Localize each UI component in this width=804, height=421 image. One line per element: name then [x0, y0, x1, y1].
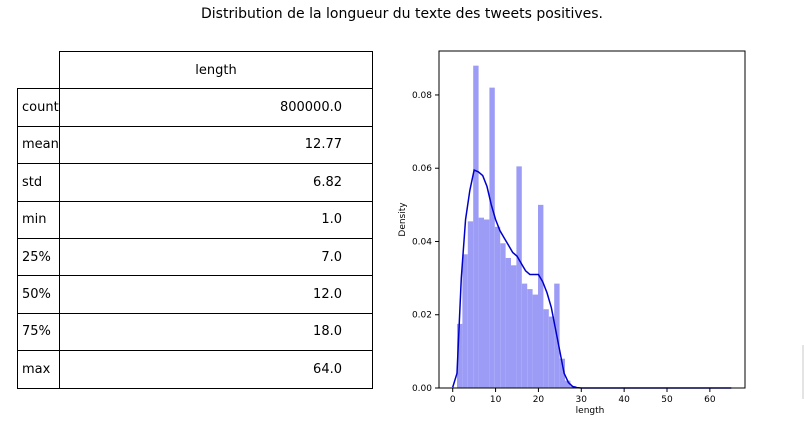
histogram-bar — [505, 257, 511, 388]
histogram-bar — [521, 283, 528, 388]
row-value: 64.0 — [59, 350, 373, 389]
row-label: count — [17, 88, 60, 127]
x-tick-label: 50 — [661, 395, 673, 405]
table-row: max 64.0 — [17, 350, 373, 389]
row-label: min — [17, 200, 60, 239]
row-value: 18.0 — [59, 312, 373, 352]
histogram-bar — [457, 323, 463, 388]
histogram-bar — [516, 166, 522, 388]
table-header-row: length — [17, 50, 373, 90]
row-value: 1.0 — [59, 200, 373, 239]
row-label: 50% — [17, 275, 60, 314]
y-tick-label: 0.06 — [412, 164, 432, 174]
x-tick-label: 60 — [704, 395, 716, 405]
histogram-bar — [462, 254, 468, 388]
table-row: 25% 7.0 — [17, 237, 373, 277]
row-label: 75% — [17, 312, 60, 352]
row-value: 12.0 — [59, 275, 373, 314]
row-label: mean — [17, 125, 60, 165]
histogram-bar — [489, 87, 495, 388]
row-label: std — [17, 163, 60, 202]
histogram-bar — [467, 221, 474, 388]
row-label: max — [17, 350, 60, 389]
histogram-bar — [543, 309, 549, 388]
histogram-bar — [548, 316, 555, 388]
table-corner-cell — [17, 51, 60, 90]
plot-frame — [438, 50, 746, 389]
table-row: std 6.82 — [17, 163, 373, 202]
x-tick-label: 0 — [450, 395, 456, 405]
y-tick-label: 0.00 — [412, 384, 432, 394]
table-row: min 1.0 — [17, 200, 373, 239]
y-tick-label: 0.04 — [412, 237, 432, 247]
histogram-bar — [565, 380, 571, 388]
histogram-bar — [511, 265, 517, 388]
histogram-bar — [538, 204, 544, 388]
x-axis-label: length — [576, 406, 605, 416]
histogram-bar — [494, 226, 501, 388]
row-value: 7.0 — [59, 237, 373, 277]
y-tick-label: 0.08 — [412, 91, 432, 101]
row-value: 800000.0 — [59, 88, 373, 127]
row-value: 6.82 — [59, 163, 373, 202]
y-tick-label: 0.02 — [412, 311, 432, 321]
histogram-bar — [484, 219, 490, 388]
window-edge — [802, 345, 804, 399]
y-axis-label: Density — [398, 202, 408, 237]
table-row: 50% 12.0 — [17, 275, 373, 314]
table-row: 75% 18.0 — [17, 312, 373, 352]
stats-table: length count 800000.0 mean 12.77 std 6.8… — [17, 50, 373, 389]
table-row: count 800000.0 — [17, 88, 373, 127]
histogram-bar — [527, 289, 533, 388]
histogram-bar — [500, 243, 506, 388]
histogram-bar — [478, 217, 484, 388]
x-tick-label: 40 — [618, 395, 630, 405]
x-tick-label: 30 — [576, 395, 588, 405]
x-tick-label: 20 — [533, 395, 545, 405]
x-tick-label: 10 — [490, 395, 502, 405]
histogram-bar — [532, 294, 538, 388]
histogram-bar — [559, 358, 565, 388]
histogram-bar — [473, 65, 479, 389]
chart-title: Distribution de la longueur du texte des… — [201, 6, 603, 22]
column-header-length: length — [59, 50, 373, 90]
